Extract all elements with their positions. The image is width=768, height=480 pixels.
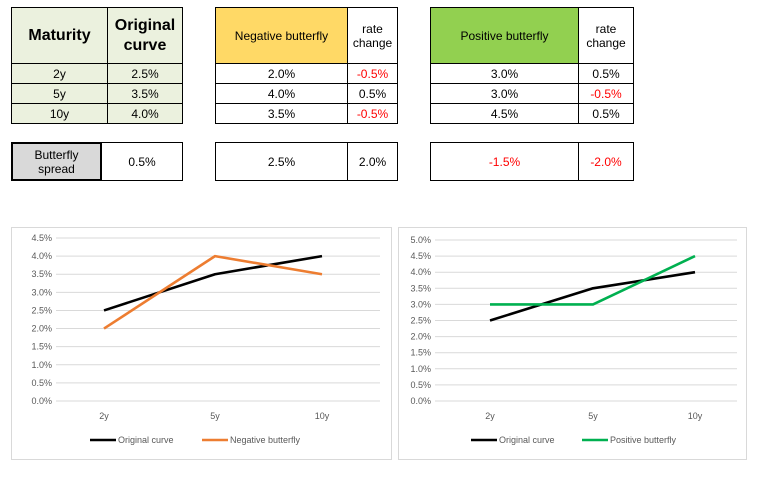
header-rate-change: rate change xyxy=(578,7,634,64)
y-tick-label: 4.5% xyxy=(410,251,431,261)
positive-butterfly-chart-svg: 0.0% 0.5% 1.0% 1.5% 2.0% 2.5% 3.0% 3.5% 4.0% 4.5%… xyxy=(410,235,737,445)
x-tick-label: 5y xyxy=(210,411,220,421)
x-tick-label: 10y xyxy=(315,411,330,421)
butterfly-spread-label: Butterfly spread xyxy=(11,142,102,181)
positive-rate-cell: 4.5% xyxy=(430,103,579,124)
negative-butterfly-chart: 0.0% 0.5% 1.0% 1.5% 2.0% 2.5% 3.0% 3.5% 4.0% 4.5%… xyxy=(11,227,392,460)
y-tick-label: 0.0% xyxy=(31,396,52,406)
y-tick-label: 4.5% xyxy=(31,233,52,243)
header-positive-butterfly: Positive butterfly xyxy=(430,7,579,64)
negative-spread-cell: 2.5% xyxy=(215,142,348,181)
x-tick-label: 10y xyxy=(688,411,703,421)
header-negative-butterfly: Negative butterfly xyxy=(215,7,348,64)
positive-change-cell: 0.5% xyxy=(578,103,634,124)
positive-rate-cell: 3.0% xyxy=(430,83,579,104)
legend-label: Positive butterfly xyxy=(610,435,677,445)
y-tick-label: 4.0% xyxy=(410,267,431,277)
series-line-butterfly xyxy=(490,254,696,306)
negative-spread-change-cell: 2.0% xyxy=(347,142,398,181)
y-tick-label: 3.5% xyxy=(410,283,431,293)
header-maturity: Maturity xyxy=(11,7,108,64)
y-tick-label: 1.0% xyxy=(31,360,52,370)
y-tick-label: 0.0% xyxy=(410,396,431,406)
x-tick-label: 2y xyxy=(99,411,109,421)
y-tick-label: 3.0% xyxy=(31,287,52,297)
header-rate-change: rate change xyxy=(347,7,398,64)
y-tick-label: 1.0% xyxy=(410,364,431,374)
negative-change-cell: 0.5% xyxy=(347,83,398,104)
butterfly-spread-value: 0.5% xyxy=(101,142,183,181)
original-rate-cell: 3.5% xyxy=(107,83,183,104)
positive-spread-change-cell: -2.0% xyxy=(578,142,634,181)
positive-change-cell: 0.5% xyxy=(578,63,634,84)
y-tick-label: 2.0% xyxy=(410,332,431,342)
x-tick-label: 2y xyxy=(485,411,495,421)
series-line-original xyxy=(489,270,696,322)
x-tick-label: 5y xyxy=(588,411,598,421)
header-original-curve: Original curve xyxy=(107,7,183,64)
y-tick-label: 5.0% xyxy=(410,235,431,245)
series-line-butterfly xyxy=(103,254,323,330)
maturity-cell: 5y xyxy=(11,83,108,104)
negative-rate-cell: 3.5% xyxy=(215,103,348,124)
y-tick-label: 1.5% xyxy=(31,342,52,352)
original-rate-cell: 2.5% xyxy=(107,63,183,84)
y-tick-label: 2.0% xyxy=(31,324,52,334)
negative-rate-cell: 2.0% xyxy=(215,63,348,84)
maturity-cell: 10y xyxy=(11,103,108,124)
legend-label: Negative butterfly xyxy=(230,435,301,445)
positive-change-cell: -0.5% xyxy=(578,83,634,104)
original-rate-cell: 4.0% xyxy=(107,103,183,124)
y-tick-label: 4.0% xyxy=(31,251,52,261)
y-tick-label: 2.5% xyxy=(410,316,431,326)
negative-change-cell: -0.5% xyxy=(347,63,398,84)
legend-label: Original curve xyxy=(499,435,555,445)
maturity-cell: 2y xyxy=(11,63,108,84)
negative-rate-cell: 4.0% xyxy=(215,83,348,104)
series-line-original xyxy=(103,254,323,312)
positive-spread-cell: -1.5% xyxy=(430,142,579,181)
y-tick-label: 1.5% xyxy=(410,348,431,358)
negative-change-cell: -0.5% xyxy=(347,103,398,124)
y-tick-label: 3.5% xyxy=(31,269,52,279)
y-tick-label: 0.5% xyxy=(410,380,431,390)
y-tick-label: 0.5% xyxy=(31,378,52,388)
positive-butterfly-chart: 0.0% 0.5% 1.0% 1.5% 2.0% 2.5% 3.0% 3.5% 4.0% 4.5%… xyxy=(398,227,747,460)
legend-label: Original curve xyxy=(118,435,174,445)
negative-butterfly-chart-svg: 0.0% 0.5% 1.0% 1.5% 2.0% 2.5% 3.0% 3.5% 4.0% 4.5%… xyxy=(31,233,380,445)
positive-rate-cell: 3.0% xyxy=(430,63,579,84)
y-tick-label: 2.5% xyxy=(31,305,52,315)
y-tick-label: 3.0% xyxy=(410,299,431,309)
